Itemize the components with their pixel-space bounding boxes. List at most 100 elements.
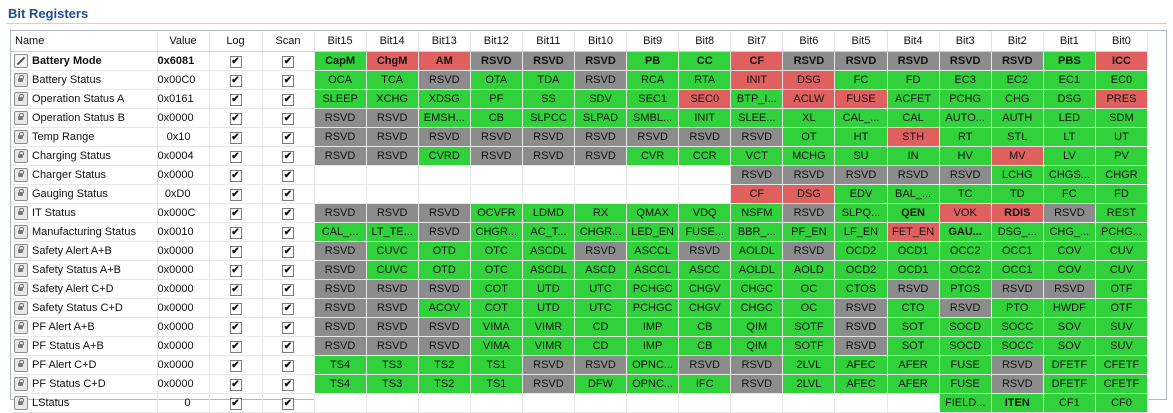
column-header-value[interactable]: Value bbox=[157, 31, 210, 52]
bit-cell[interactable]: VIMA bbox=[470, 336, 523, 356]
bit-cell[interactable]: PF_EN bbox=[782, 222, 836, 242]
bit-cell[interactable]: RDIS bbox=[991, 203, 1044, 223]
bit-cell[interactable]: RSVD bbox=[887, 165, 940, 185]
bit-cell[interactable]: TS3 bbox=[366, 355, 419, 375]
bit-cell[interactable]: RX bbox=[574, 203, 628, 223]
register-row[interactable]: Manufacturing Status 0x0010 ✔ ✔ CAL_... LT_TE… bbox=[11, 222, 1149, 242]
bit-cell[interactable]: CF bbox=[730, 51, 784, 71]
bit-cell[interactable]: STL bbox=[991, 127, 1044, 147]
bit-cell[interactable]: RSVD bbox=[522, 127, 575, 147]
bit-cell[interactable]: RCA bbox=[626, 70, 680, 90]
bit-cell[interactable]: EC1 bbox=[1043, 70, 1096, 90]
bit-cell[interactable]: CUVC bbox=[366, 260, 419, 280]
scan-checkbox[interactable]: ✔ bbox=[282, 340, 294, 353]
bit-cell[interactable]: CF bbox=[730, 184, 784, 204]
bit-cell[interactable]: OTF bbox=[1095, 298, 1149, 318]
bit-cell[interactable]: XL bbox=[782, 108, 836, 128]
bit-cell[interactable]: SOT bbox=[887, 317, 940, 337]
column-header-bit6[interactable]: Bit6 bbox=[782, 31, 836, 52]
bit-cell[interactable]: SMBL... bbox=[626, 108, 680, 128]
bit-cell[interactable]: DSG bbox=[1043, 89, 1096, 109]
bit-cell[interactable]: RSVD bbox=[678, 241, 732, 261]
bit-cell[interactable]: OCC2 bbox=[939, 241, 992, 261]
bit-cell[interactable]: TC bbox=[939, 184, 992, 204]
bit-cell[interactable]: OC bbox=[782, 279, 836, 299]
bit-cell[interactable]: CB bbox=[678, 317, 732, 337]
bit-cell[interactable]: RSVD bbox=[314, 203, 367, 223]
bit-cell[interactable]: FIELD... bbox=[939, 393, 992, 413]
bit-cell[interactable]: RSVD bbox=[626, 127, 680, 147]
bit-cell[interactable]: CTO bbox=[887, 298, 940, 318]
bit-cell[interactable]: VOK bbox=[939, 203, 992, 223]
bit-cell[interactable]: PCHG bbox=[939, 89, 992, 109]
bit-cell[interactable]: IFC bbox=[678, 374, 732, 394]
column-header-bit9[interactable]: Bit9 bbox=[626, 31, 680, 52]
bit-cell[interactable]: RSVD bbox=[782, 165, 836, 185]
column-header-scan[interactable]: Scan bbox=[262, 31, 315, 52]
bit-cell[interactable]: TCA bbox=[366, 70, 419, 90]
bit-cell[interactable]: PTOS bbox=[939, 279, 992, 299]
bit-cell[interactable]: HWDF bbox=[1043, 298, 1096, 318]
bit-cell[interactable]: TS4 bbox=[314, 355, 367, 375]
bit-cell[interactable]: RSVD bbox=[470, 51, 523, 71]
scan-checkbox[interactable]: ✔ bbox=[282, 74, 294, 87]
bit-cell[interactable]: RSVD bbox=[522, 146, 575, 166]
bit-cell[interactable]: RSVD bbox=[887, 279, 940, 299]
log-checkbox[interactable]: ✔ bbox=[229, 169, 242, 182]
bit-cell[interactable]: SOTF bbox=[782, 336, 836, 356]
register-row[interactable]: Charger Status 0x0000 ✔ ✔ RSVD RSVD RSVD RSVD RS… bbox=[11, 165, 1149, 185]
bit-cell[interactable]: FD bbox=[1095, 184, 1149, 204]
bit-cell[interactable]: CUVC bbox=[366, 241, 419, 261]
bit-cell[interactable]: PCHGC bbox=[626, 279, 680, 299]
bit-cell[interactable]: FD bbox=[887, 70, 940, 90]
bit-cell[interactable]: CVRD bbox=[418, 146, 471, 166]
bit-cell[interactable]: UTD bbox=[522, 279, 575, 299]
bit-cell[interactable]: SLPAD bbox=[574, 108, 628, 128]
bit-cell[interactable]: PTO bbox=[991, 298, 1044, 318]
column-header-bit12[interactable]: Bit12 bbox=[470, 31, 523, 52]
column-header-bit4[interactable]: Bit4 bbox=[887, 31, 940, 52]
bit-cell[interactable]: RSVD bbox=[1043, 279, 1096, 299]
bit-cell[interactable]: UTD bbox=[522, 298, 575, 318]
bit-cell[interactable]: CHGR... bbox=[574, 222, 628, 242]
bit-cell[interactable]: SOCC bbox=[991, 317, 1044, 337]
column-header-bit7[interactable]: Bit7 bbox=[730, 31, 784, 52]
bit-cell[interactable]: ACFET bbox=[887, 89, 940, 109]
bit-cell[interactable]: MV bbox=[991, 146, 1044, 166]
bit-cell[interactable]: CTOS bbox=[834, 279, 888, 299]
bit-cell[interactable]: RSVD bbox=[366, 146, 419, 166]
bit-cell[interactable]: RSVD bbox=[730, 355, 784, 375]
bit-cell[interactable]: RSVD bbox=[939, 51, 992, 71]
column-header-bit10[interactable]: Bit10 bbox=[574, 31, 628, 52]
bit-cell[interactable]: CVR bbox=[626, 146, 680, 166]
bit-cell[interactable]: AUTH bbox=[991, 108, 1044, 128]
bit-cell[interactable]: RSVD bbox=[522, 355, 575, 375]
register-row[interactable]: Gauging Status 0xD0 ✔ ✔ CF DSG EDV BAL_... TC TD F… bbox=[11, 184, 1149, 204]
bit-cell[interactable]: ASCD bbox=[574, 260, 628, 280]
bit-cell[interactable]: SOCC bbox=[991, 336, 1044, 356]
bit-cell[interactable]: TS2 bbox=[418, 355, 471, 375]
bit-cell[interactable]: OTA bbox=[470, 70, 523, 90]
bit-cell[interactable]: RSVD bbox=[470, 146, 523, 166]
bit-cell[interactable]: NSFM bbox=[730, 203, 784, 223]
bit-cell[interactable]: LT_TE... bbox=[366, 222, 419, 242]
bit-cell[interactable]: LED_EN bbox=[626, 222, 680, 242]
register-row[interactable]: LStatus 0 ✔ ✔ FIELD... ITEN CF1 CF0 bbox=[11, 393, 1149, 413]
scan-checkbox[interactable]: ✔ bbox=[282, 359, 294, 372]
scan-checkbox[interactable]: ✔ bbox=[282, 283, 294, 296]
bit-cell[interactable]: AOLDL bbox=[730, 260, 784, 280]
register-row[interactable]: Safety Alert A+B 0x0000 ✔ ✔ RSVD CUVC OTD OTC AS… bbox=[11, 241, 1149, 261]
bit-cell[interactable]: FUSE bbox=[939, 355, 992, 375]
bit-cell[interactable]: RSVD bbox=[834, 336, 888, 356]
bit-cell[interactable]: SDM bbox=[1095, 108, 1149, 128]
bit-cell[interactable]: RSVD bbox=[314, 146, 367, 166]
bit-cell[interactable]: CF1 bbox=[1043, 393, 1096, 413]
log-checkbox[interactable]: ✔ bbox=[229, 245, 242, 258]
bit-cell[interactable]: RSVD bbox=[366, 317, 419, 337]
bit-cell[interactable]: RSVD bbox=[730, 374, 784, 394]
bit-cell[interactable]: OCD2 bbox=[834, 241, 888, 261]
bit-cell[interactable]: RSVD bbox=[991, 279, 1044, 299]
log-checkbox[interactable]: ✔ bbox=[229, 340, 242, 353]
scan-checkbox[interactable]: ✔ bbox=[282, 302, 294, 315]
bit-cell[interactable]: EC3 bbox=[939, 70, 992, 90]
